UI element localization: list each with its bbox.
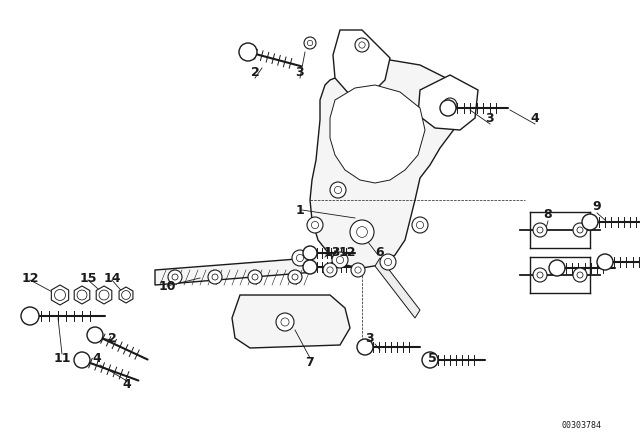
- Text: 11: 11: [53, 352, 71, 365]
- Text: 4: 4: [531, 112, 540, 125]
- Text: 12: 12: [339, 246, 356, 258]
- Text: 10: 10: [158, 280, 176, 293]
- Circle shape: [443, 98, 457, 112]
- Circle shape: [549, 260, 565, 276]
- Text: 14: 14: [103, 271, 121, 284]
- Circle shape: [533, 268, 547, 282]
- Text: 2: 2: [108, 332, 116, 345]
- Circle shape: [239, 43, 257, 61]
- Circle shape: [208, 270, 222, 284]
- Circle shape: [573, 268, 587, 282]
- Text: 6: 6: [376, 246, 384, 259]
- Circle shape: [350, 220, 374, 244]
- Polygon shape: [232, 295, 350, 348]
- Polygon shape: [330, 85, 425, 183]
- Text: 3: 3: [365, 332, 374, 345]
- Text: 4: 4: [123, 379, 131, 392]
- Circle shape: [332, 252, 348, 268]
- Circle shape: [380, 254, 396, 270]
- Circle shape: [307, 217, 323, 233]
- Circle shape: [74, 352, 90, 368]
- Polygon shape: [74, 286, 90, 304]
- Polygon shape: [51, 285, 68, 305]
- Circle shape: [323, 263, 337, 277]
- Polygon shape: [375, 258, 420, 318]
- Circle shape: [573, 223, 587, 237]
- Text: 13: 13: [323, 246, 340, 258]
- Text: 7: 7: [306, 356, 314, 369]
- Text: 5: 5: [428, 352, 436, 365]
- Circle shape: [21, 307, 39, 325]
- Circle shape: [303, 260, 317, 274]
- Polygon shape: [333, 30, 390, 95]
- Polygon shape: [418, 75, 478, 130]
- Circle shape: [351, 263, 365, 277]
- Circle shape: [355, 38, 369, 52]
- Circle shape: [533, 223, 547, 237]
- Circle shape: [330, 182, 346, 198]
- Circle shape: [248, 270, 262, 284]
- Polygon shape: [96, 286, 112, 304]
- Text: 4: 4: [93, 352, 101, 365]
- Polygon shape: [155, 258, 315, 285]
- Circle shape: [412, 217, 428, 233]
- Text: 1: 1: [296, 203, 305, 216]
- Circle shape: [440, 100, 456, 116]
- Circle shape: [597, 254, 613, 270]
- Text: 00303784: 00303784: [562, 421, 602, 430]
- Text: 3: 3: [296, 65, 304, 78]
- Text: 9: 9: [593, 201, 602, 214]
- Circle shape: [292, 250, 308, 266]
- Circle shape: [422, 352, 438, 368]
- Text: 8: 8: [544, 208, 552, 221]
- Text: 3: 3: [486, 112, 494, 125]
- Circle shape: [303, 246, 317, 260]
- Circle shape: [168, 270, 182, 284]
- Circle shape: [288, 270, 302, 284]
- Polygon shape: [310, 60, 460, 268]
- Text: 12: 12: [21, 271, 39, 284]
- Text: 2: 2: [251, 65, 259, 78]
- Polygon shape: [119, 287, 133, 303]
- Text: 15: 15: [79, 271, 97, 284]
- Circle shape: [304, 37, 316, 49]
- Circle shape: [582, 214, 598, 230]
- Circle shape: [87, 327, 103, 343]
- Circle shape: [357, 339, 373, 355]
- Circle shape: [276, 313, 294, 331]
